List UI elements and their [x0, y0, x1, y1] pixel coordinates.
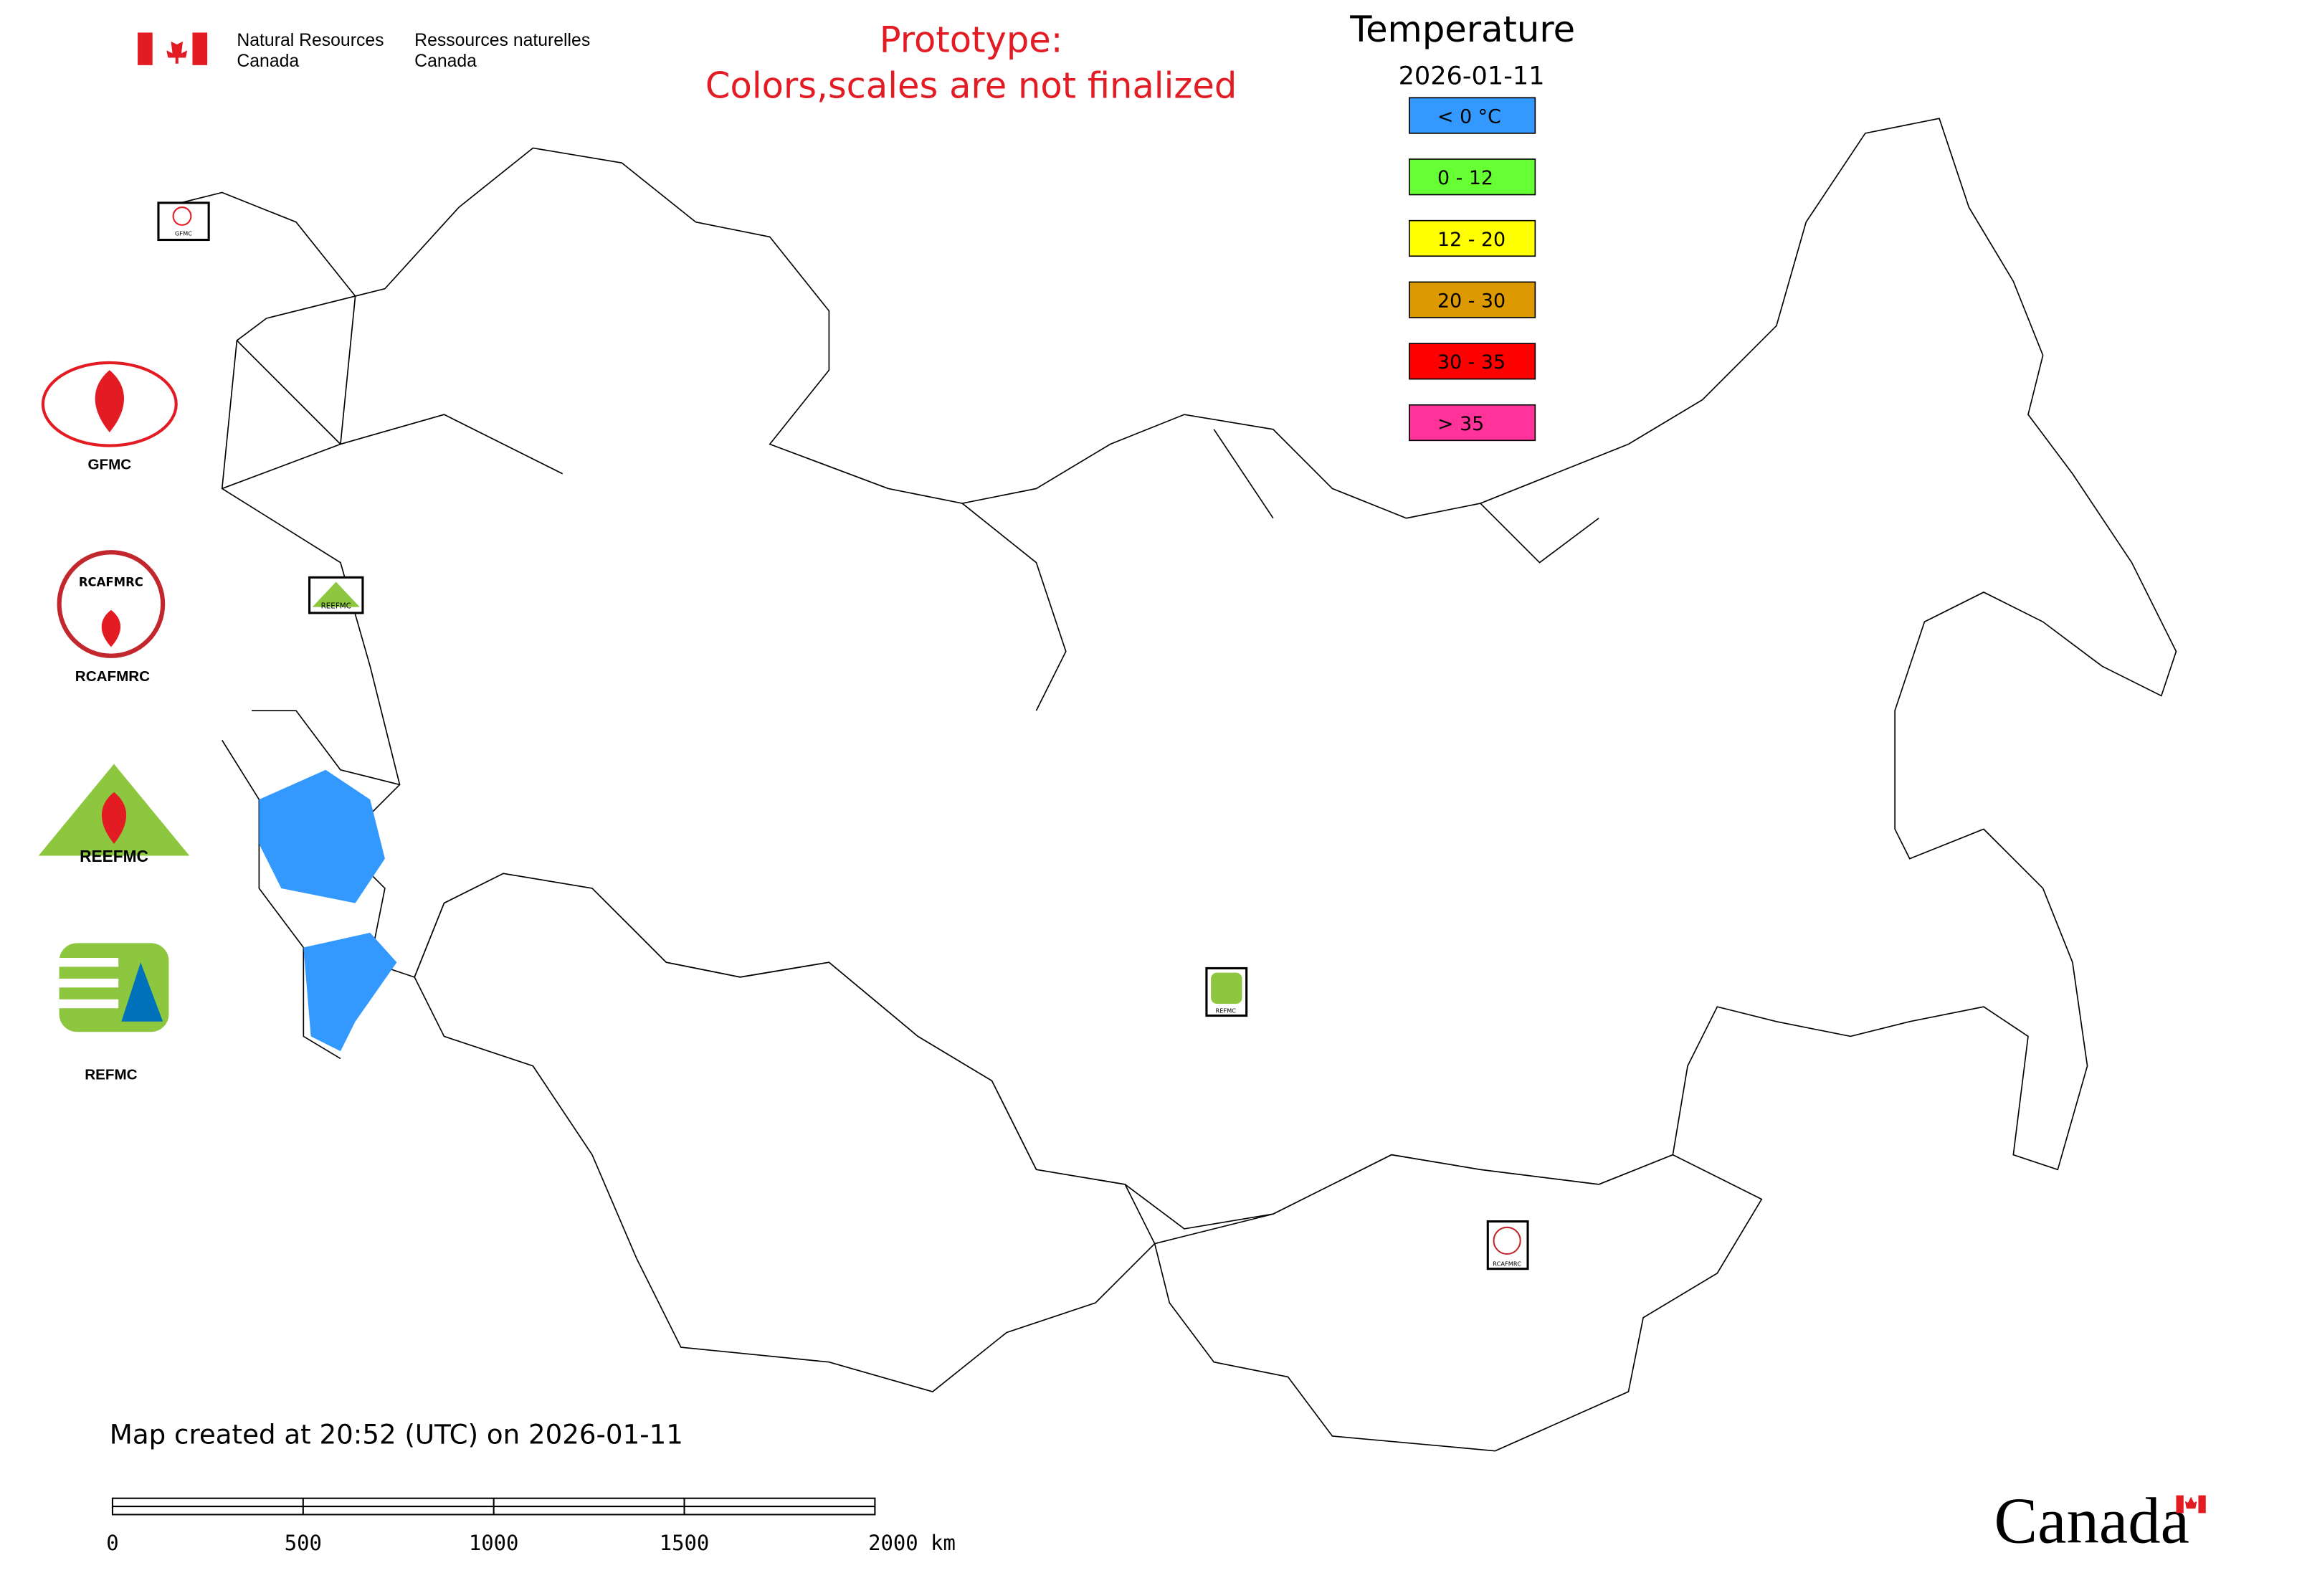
legend-label: > 35	[1437, 413, 1484, 435]
scale-label: 2000 km	[868, 1531, 956, 1555]
legend-title: Temperature	[1349, 9, 1575, 50]
svg-text:REEFMC: REEFMC	[80, 847, 148, 865]
country-outlines	[162, 118, 2177, 1452]
marker: REFMC	[1205, 966, 1248, 1017]
canada-wordmark: Canada	[1994, 1485, 2189, 1557]
agency-fr: Canada	[414, 52, 477, 71]
legend-swatch	[1409, 281, 1536, 318]
notice: Colors,scales are not finalized	[705, 65, 1237, 106]
logo-rcafmrc: RCAFMRC	[57, 550, 166, 658]
temperature-area	[259, 769, 397, 1052]
logo-label: GFMC	[87, 457, 131, 473]
legend-swatch	[1409, 97, 1536, 134]
legend-label: 30 - 35	[1437, 351, 1506, 374]
logo-gfmc	[41, 361, 178, 447]
logo-label: REFMC	[85, 1066, 137, 1083]
marker: GFMC	[157, 201, 210, 242]
scale-label: 500	[285, 1531, 322, 1555]
notice: Prototype:	[880, 19, 1063, 60]
marker-label: GFMC	[175, 229, 192, 237]
legend-label: 0 - 12	[1437, 167, 1493, 189]
agency-en: Canada	[237, 52, 299, 71]
scale-bar: 0 500 1000 1500 2000 km	[106, 1497, 956, 1555]
marker-label: REEFMC	[321, 602, 351, 611]
legend-label: 12 - 20	[1437, 229, 1506, 251]
legend-swatch	[1409, 404, 1536, 442]
scale-label: 1500	[660, 1531, 710, 1555]
agency-fr: Ressources naturelles	[414, 31, 590, 50]
wordmark-flag	[2176, 1495, 2206, 1514]
logo-label: RCAFMRC	[75, 668, 150, 685]
legend-swatch	[1409, 343, 1536, 380]
legend-label: 20 - 30	[1437, 290, 1506, 312]
created-note: Map created at 20:52 (UTC) on 2026-01-11	[110, 1419, 683, 1450]
marker: REEFMC	[308, 576, 364, 614]
marker: RCAFMRC	[1486, 1220, 1529, 1270]
legend-label: < 0 °C	[1437, 105, 1501, 128]
svg-text:RCAFMRC: RCAFMRC	[79, 576, 143, 589]
legend: < 0 °C 0 - 12 12 - 20 20 - 30 30 - 35 > 35	[1409, 97, 1536, 442]
agency-en: Natural Resources	[237, 31, 384, 50]
logo-reefmc: REEFMC	[38, 764, 190, 865]
marker-label: REFMC	[1215, 1007, 1236, 1014]
fip-logo	[138, 32, 208, 65]
legend-swatch	[1409, 158, 1536, 196]
legend-swatch	[1409, 219, 1536, 257]
scale-label: 1000	[469, 1531, 519, 1555]
legend-date: 2026-01-11	[1399, 62, 1545, 91]
logo-refmc	[59, 943, 169, 1032]
marker-label: RCAFMRC	[1493, 1260, 1521, 1268]
scale-label: 0	[106, 1531, 118, 1555]
